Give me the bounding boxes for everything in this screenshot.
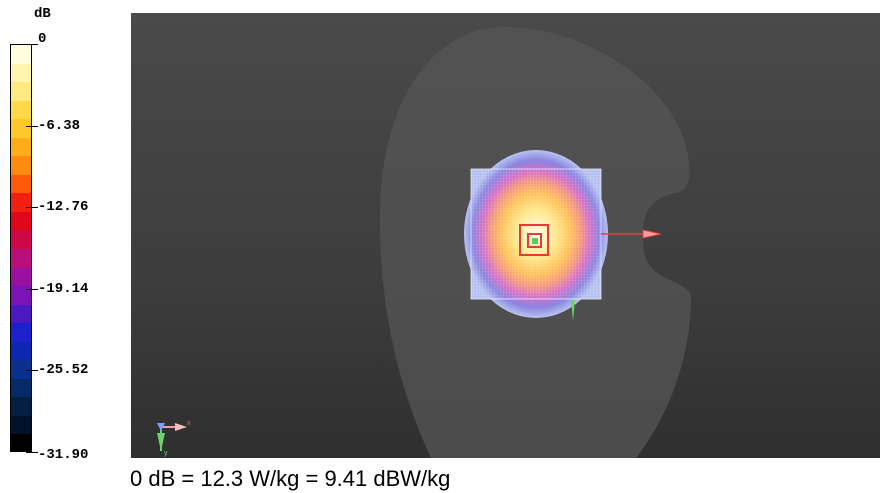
peak-marker: [532, 238, 538, 244]
zoom-scan-outer-box: [519, 224, 549, 256]
reference-caption: 0 dB = 12.3 W/kg = 9.41 dBW/kg: [130, 466, 451, 491]
colorbar-band: [11, 360, 31, 380]
colorbar-tick-mark: [26, 452, 38, 453]
colorbar-tick-label: -12.76: [38, 199, 89, 216]
colorbar-tick-mark: [26, 44, 38, 45]
colorbar-band: [11, 397, 31, 417]
colorbar-band: [11, 230, 31, 250]
green-arrow: [571, 300, 575, 321]
colorbar-band: [11, 193, 31, 213]
axes-triad: x y: [157, 420, 191, 457]
colorbar-band: [11, 137, 31, 158]
colorbar-tick-label: -6.38: [38, 117, 81, 134]
phantom-scene: x y: [157, 27, 691, 458]
direction-arrow-head: [642, 229, 662, 239]
axis-y-label: y: [164, 450, 168, 457]
colorbar-band: [11, 323, 31, 343]
colorbar-tick-label: -25.52: [38, 362, 89, 379]
colorbar-band: [11, 434, 31, 451]
colorbar-band: [11, 156, 31, 176]
colorbar-gradient: [10, 44, 32, 452]
colorbar-band: [11, 82, 31, 102]
sar-3d-viewport[interactable]: x y: [131, 13, 880, 458]
colorbar-band: [11, 249, 31, 269]
colorbar-band: [11, 341, 31, 362]
axis-x-label: x: [187, 420, 191, 427]
colorbar-band: [11, 378, 31, 399]
colorbar-band: [11, 286, 31, 306]
colorbar-band: [11, 304, 31, 325]
colorbar-band: [11, 415, 31, 436]
colorbar-band: [11, 100, 31, 121]
colorbar-legend: dB 0 -6.38 -12.76 -19.14 -25.52 -31.90: [0, 0, 130, 470]
colorbar-band: [11, 45, 31, 65]
colorbar-tick-label: 0: [38, 31, 47, 47]
colorbar-unit-label: dB: [34, 6, 51, 22]
colorbar-tick-label: -19.14: [38, 280, 89, 297]
colorbar-tick-mark: [26, 288, 38, 290]
colorbar-tick-label: -31.90: [38, 447, 89, 463]
colorbar-tick-mark: [26, 370, 38, 372]
colorbar-band: [11, 211, 31, 232]
colorbar-band: [11, 174, 31, 195]
zoom-scan-inner-box: [527, 233, 542, 248]
colorbar-tick-mark: [26, 207, 38, 209]
colorbar-band: [11, 63, 31, 84]
colorbar-band: [11, 267, 31, 288]
colorbar-tick-mark: [26, 125, 38, 127]
colorbar-band: [11, 119, 31, 139]
